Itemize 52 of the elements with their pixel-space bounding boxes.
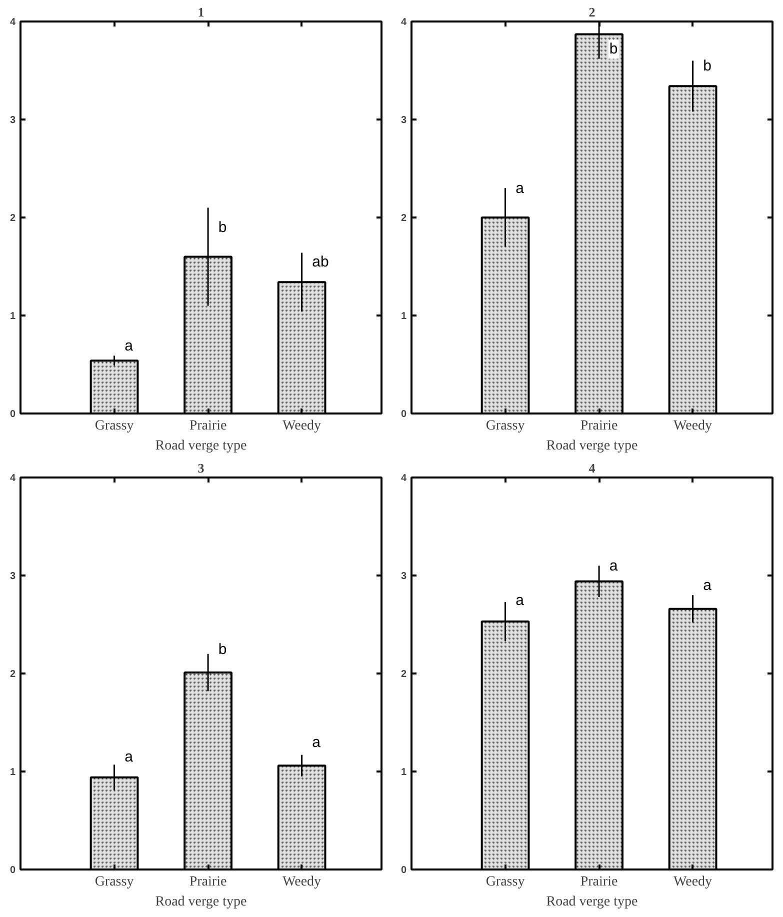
chart-title: 2 [588,4,596,20]
x-tick-label: Weedy [674,874,712,890]
x-axis-title: Road verge type [155,438,247,454]
annotation: a [516,592,525,609]
y-tick-label: 3 [400,571,407,582]
y-tick-label: 4 [10,473,16,484]
y-tick-label: 1 [10,767,16,778]
x-tick-label: Prairie [580,418,618,434]
annotation: a [312,734,322,751]
annotation: b [609,40,618,58]
x-tick-label: Grassy [94,418,134,434]
y-tick-label: 0 [10,865,16,876]
y-tick-label: 1 [400,311,407,322]
chart-title: 4 [588,460,596,476]
annotation: a [124,748,134,766]
y-tick-label: 4 [400,17,407,28]
x-tick-label: Grassy [94,874,134,890]
annotation: a [609,558,618,574]
y-tick-label: 1 [10,311,16,322]
annotation: b [703,57,712,74]
annotation: a [516,180,525,197]
x-axis-title: Road verge type [155,894,247,910]
x-tick-label: Weedy [674,418,712,434]
x-tick-label: Prairie [580,874,618,890]
y-tick-label: 3 [10,571,16,582]
annotation: b [218,219,227,236]
y-tick-label: 0 [400,409,407,420]
annotation: a [703,577,712,594]
y-tick-label: 0 [10,409,16,420]
y-tick-label: 2 [10,213,16,224]
x-tick-label: Weedy [282,874,322,890]
x-tick-label: Grassy [486,418,525,434]
y-tick-label: 4 [400,473,407,484]
x-axis-title: Road verge type [546,438,638,454]
annotation: b [218,640,227,658]
y-tick-label: 3 [10,115,16,126]
y-tick-label: 0 [400,865,407,876]
x-axis-title: Road verge type [546,894,638,910]
y-tick-label: 4 [10,17,16,28]
x-tick-label: Grassy [486,874,525,890]
chart-title: 3 [198,460,205,476]
x-tick-label: Prairie [189,874,227,890]
x-tick-label: Prairie [189,418,227,434]
chart-title: 1 [198,4,204,20]
y-tick-label: 2 [400,669,407,680]
x-tick-label: Weedy [282,418,322,434]
y-tick-label: 1 [400,767,407,778]
y-tick-label: 2 [400,213,407,224]
y-tick-label: 3 [400,115,407,126]
annotation: a [124,338,134,355]
y-tick-label: 2 [10,669,16,680]
annotation: ab [312,253,329,270]
